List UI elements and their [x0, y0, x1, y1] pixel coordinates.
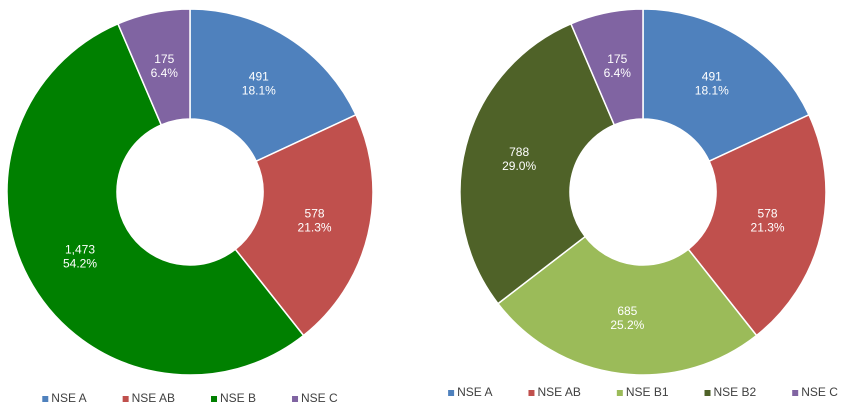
donut-slice: [189, 8, 357, 163]
legend-swatch: [616, 390, 623, 396]
legend-swatch: [211, 396, 218, 402]
legend-swatch: [448, 390, 455, 396]
percentage-label: 54.2%: [63, 257, 97, 271]
legend-label: NSE AB: [132, 391, 175, 405]
donut-slice: [234, 113, 374, 337]
legend-label: NSE A: [457, 385, 492, 399]
donut-slice: [642, 8, 810, 163]
value-label: 491: [249, 69, 269, 83]
value-label: 175: [154, 52, 174, 66]
percentage-label: 6.4%: [151, 66, 179, 80]
value-label: 578: [758, 207, 778, 221]
donut-slice: [6, 22, 305, 376]
value-label: 685: [617, 304, 637, 318]
legend-label: NSE C: [801, 385, 838, 399]
legend-swatch: [704, 390, 711, 396]
legend-swatch: [528, 390, 535, 396]
percentage-label: 18.1%: [242, 83, 276, 97]
legend-swatch: [292, 396, 299, 402]
legend-label: NSE B2: [714, 385, 757, 399]
value-label: 1,473: [65, 243, 95, 257]
percentage-label: 18.1%: [695, 83, 729, 97]
value-label: 788: [509, 145, 529, 159]
value-label: 175: [607, 52, 627, 66]
value-label: 491: [702, 69, 722, 83]
percentage-label: 21.3%: [298, 221, 332, 235]
value-label: 578: [305, 207, 325, 221]
legend-label: NSE B1: [626, 385, 669, 399]
percentage-label: 6.4%: [604, 66, 632, 80]
legend-swatch: [792, 390, 799, 396]
donut-slice: [459, 22, 616, 305]
legend-label: NSE B: [220, 391, 256, 405]
donut-slice: [569, 8, 644, 126]
legend-label: NSE AB: [537, 385, 580, 399]
percentage-label: 25.2%: [610, 318, 644, 332]
percentage-label: 29.0%: [502, 159, 536, 173]
legend-swatch: [122, 396, 129, 402]
donut-slice: [116, 8, 191, 126]
legend-swatch: [42, 396, 49, 402]
percentage-label: 21.3%: [751, 221, 785, 235]
legend-label: NSE A: [51, 391, 86, 405]
donut-slice: [687, 113, 827, 337]
legend-label: NSE C: [301, 391, 338, 405]
donut-slice: [496, 235, 758, 376]
